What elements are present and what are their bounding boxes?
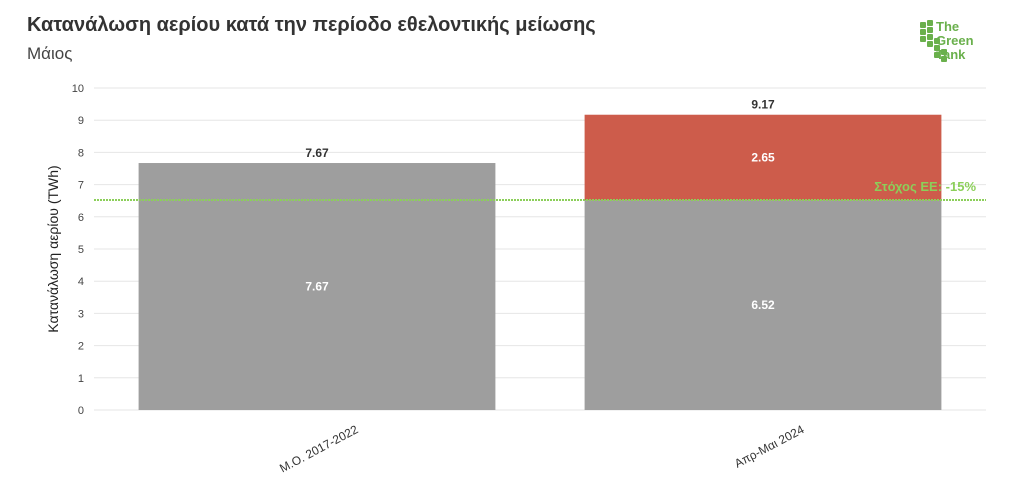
logo-line-1: The bbox=[936, 19, 960, 34]
chart-title: Κατανάλωση αερίου κατά την περίοδο εθελο… bbox=[27, 14, 596, 36]
y-tick-label-0: 0 bbox=[78, 405, 84, 417]
y-tick-label-2: 2 bbox=[78, 341, 84, 353]
bar-0-segment-0 bbox=[138, 163, 496, 410]
y-tick-label-5: 5 bbox=[78, 244, 84, 256]
total-label-1: 9.17 bbox=[751, 98, 775, 112]
green-tank-logo-icon bbox=[920, 20, 947, 62]
y-axis-label: Κατανάλωση αερίου (TWh) bbox=[45, 165, 61, 332]
total-label-0: 7.67 bbox=[305, 146, 329, 160]
y-tick-label-4: 4 bbox=[78, 276, 84, 288]
y-tick-label-6: 6 bbox=[78, 212, 84, 224]
bar-1-segment-1 bbox=[584, 114, 942, 201]
y-tick-label-10: 10 bbox=[72, 83, 84, 95]
y-tick-label-7: 7 bbox=[78, 180, 84, 192]
x-tick-label-0: Μ.Ο. 2017-2022 bbox=[277, 422, 360, 475]
logo-line-2: Green bbox=[936, 33, 974, 48]
y-tick-label-9: 9 bbox=[78, 115, 84, 127]
bar-1-segment-0 bbox=[584, 200, 942, 410]
segment-label-0-0: 7.67 bbox=[305, 280, 329, 294]
chart-subtitle: Μάιος bbox=[27, 44, 73, 63]
y-tick-label-8: 8 bbox=[78, 147, 84, 159]
x-tick-label-1: Απρ-Μαι 2024 bbox=[732, 422, 807, 471]
reference-line-label: Στόχος ΕΕ: -15% bbox=[874, 179, 976, 194]
segment-label-1-0: 6.52 bbox=[751, 298, 775, 312]
segment-label-1-1: 2.65 bbox=[751, 150, 775, 164]
logo-line-3: Tank bbox=[936, 47, 966, 62]
y-tick-label-1: 1 bbox=[78, 373, 84, 385]
y-tick-label-3: 3 bbox=[78, 308, 84, 320]
logo-text: The Green Tank bbox=[936, 20, 974, 62]
